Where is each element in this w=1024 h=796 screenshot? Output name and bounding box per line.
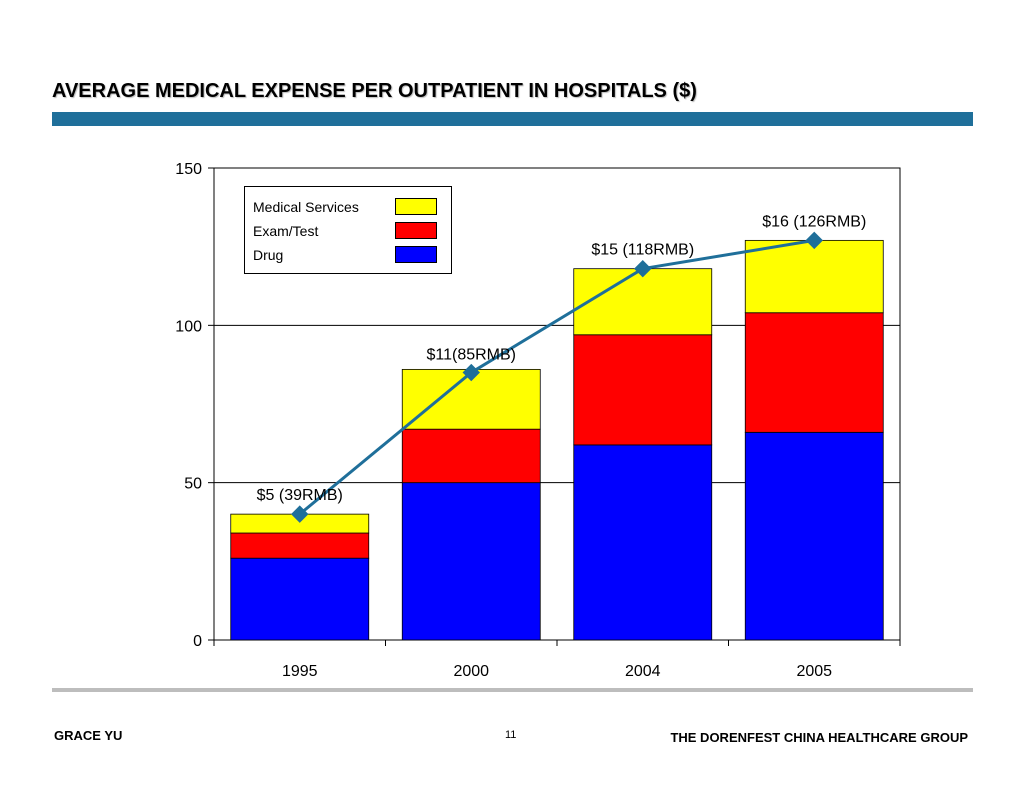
chart-legend: Medical Services Exam/Test Drug (244, 186, 452, 274)
y-tick-label: 150 (175, 161, 202, 178)
bar-drug-2005 (744, 431, 884, 641)
legend-swatch-medical-services (395, 198, 437, 215)
bar-exam-test-2004 (573, 334, 713, 446)
bar-drug-1995 (230, 557, 370, 641)
x-tick-label: 2004 (625, 663, 661, 680)
legend-label-medical-services: Medical Services (253, 199, 359, 215)
x-tick-label: 1995 (282, 663, 318, 680)
data-label-2005: $16 (126RMB) (762, 213, 866, 230)
footer-author: GRACE YU (54, 728, 123, 743)
data-label-1995: $5 (39RMB) (257, 487, 343, 504)
line-point-2004 (634, 259, 652, 278)
legend-item-exam-test: Exam/Test (253, 222, 443, 240)
page-number: 11 (505, 729, 517, 741)
legend-swatch-drug (395, 246, 437, 263)
footer-divider (52, 688, 973, 692)
x-tick-label: 2005 (796, 663, 832, 680)
total-line (298, 238, 815, 516)
bar-drug-2000 (401, 482, 541, 641)
legend-item-medical-services: Medical Services (253, 198, 443, 216)
bar-medical-services-2004 (573, 268, 713, 336)
bar-exam-test-2000 (401, 428, 541, 484)
y-tick-label: 0 (193, 633, 202, 650)
legend-swatch-exam-test (395, 222, 437, 239)
page-title: AVERAGE MEDICAL EXPENSE PER OUTPATIENT I… (52, 80, 697, 102)
legend-label-exam-test: Exam/Test (253, 223, 319, 239)
bar-exam-test-2005 (744, 312, 884, 433)
title-underline-bar (52, 112, 973, 126)
footer-company: THE DORENFEST CHINA HEALTHCARE GROUP (670, 730, 968, 745)
bar-drug-2004 (573, 444, 713, 641)
legend-item-drug: Drug (253, 246, 443, 264)
data-label-2000: $11(85RMB) (426, 347, 516, 364)
y-tick-label: 50 (184, 476, 202, 493)
data-label-2004: $15 (118RMB) (591, 242, 694, 259)
bar-exam-test-1995 (230, 532, 370, 559)
line-point-2000 (462, 363, 480, 382)
legend-label-drug: Drug (253, 247, 284, 263)
line-point-1995 (291, 505, 309, 523)
x-tick-label: 2000 (453, 663, 489, 680)
y-tick-label: 100 (175, 318, 202, 335)
bar-medical-services-2005 (744, 239, 884, 314)
line-point-2005 (805, 231, 823, 250)
